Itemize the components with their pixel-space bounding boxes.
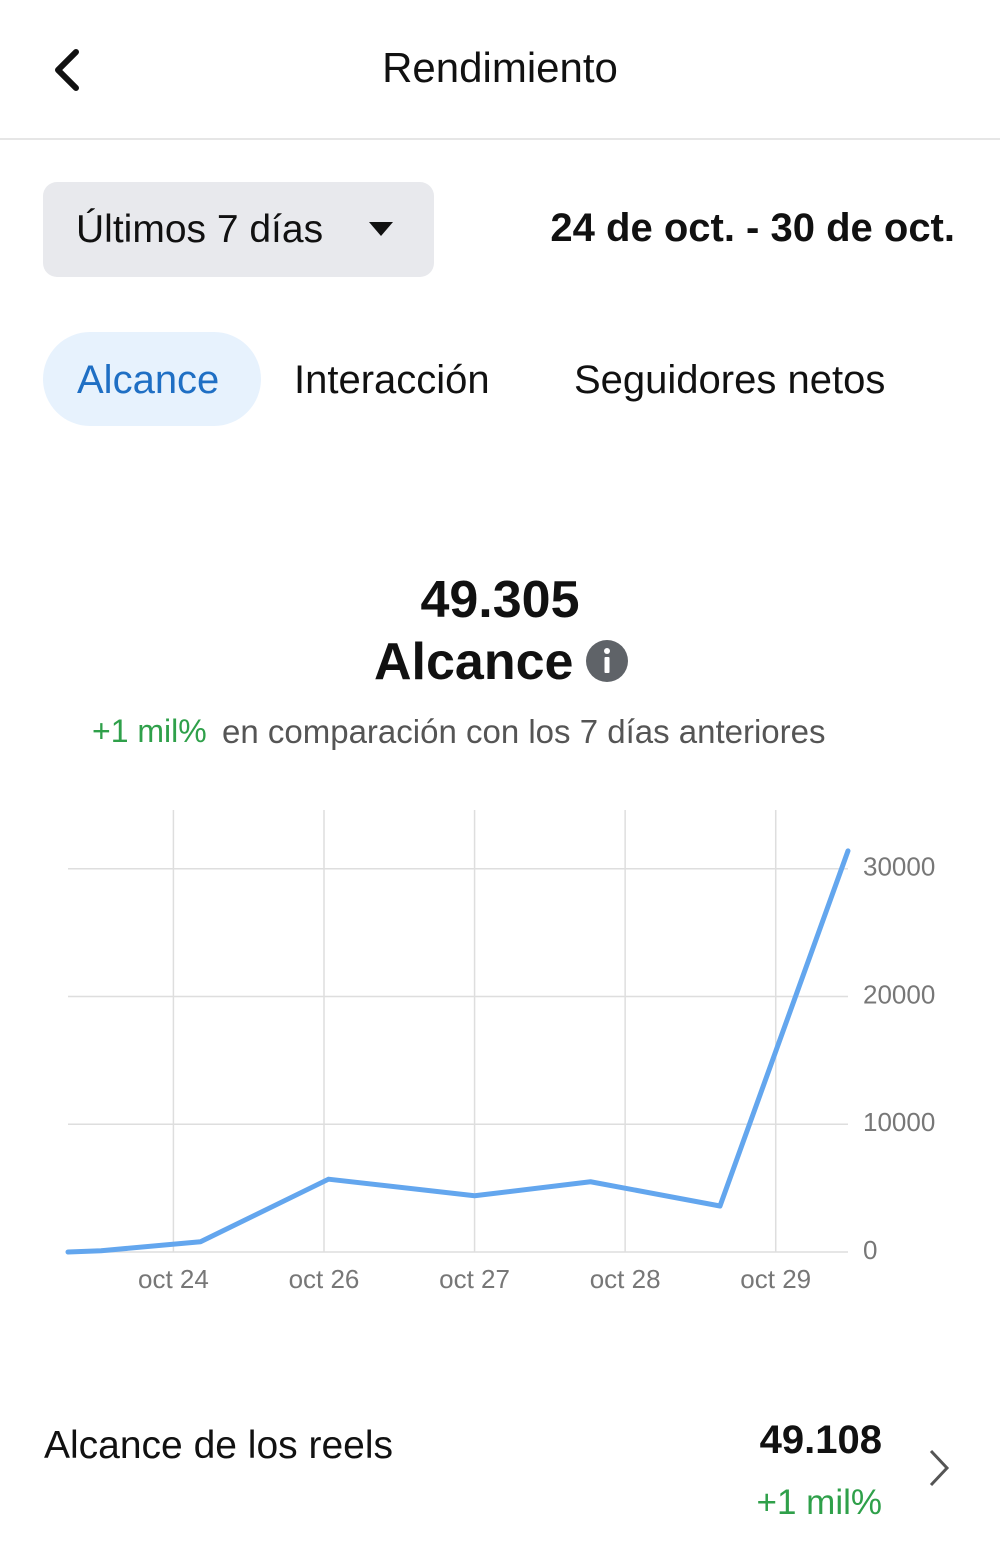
y-tick-label: 10000 [863, 1107, 935, 1137]
header-title: Rendimiento [382, 44, 618, 91]
row-value: 49.108 [759, 1418, 882, 1462]
dropdown-caret [369, 222, 393, 236]
summary-comparison: en comparación con los 7 días anteriores [222, 713, 826, 750]
y-tick-label: 30000 [863, 852, 935, 882]
x-tick-label: oct 26 [289, 1264, 360, 1294]
tab-active[interactable]: Alcance [43, 332, 261, 426]
tab-label: Alcance [77, 358, 220, 402]
back-icon [55, 49, 79, 91]
summary-label: Alcance [374, 633, 574, 691]
period-dropdown[interactable]: Últimos 7 días [43, 182, 434, 277]
period-label: Últimos 7 días [76, 208, 324, 251]
back-button[interactable] [48, 48, 88, 92]
summary-value: 49.305 [420, 571, 580, 629]
data-line [65, 848, 851, 1255]
summary-change: +1 mil% [92, 713, 207, 749]
y-tick-label: 0 [863, 1235, 877, 1265]
x-tick-label: oct 29 [740, 1264, 811, 1294]
header-divider [0, 138, 1000, 140]
tab[interactable]: Seguidores netos [574, 358, 886, 402]
x-tick-label: oct 24 [138, 1264, 209, 1294]
x-tick-label: oct 27 [439, 1264, 510, 1294]
date-range: 24 de oct. - 30 de oct. [550, 206, 955, 250]
row-change: +1 mil% [756, 1483, 882, 1522]
row-label: Alcance de los reels [44, 1424, 394, 1467]
x-tick-label: oct 28 [590, 1264, 661, 1294]
list-row[interactable]: Alcance de los reels 49.108 +1 mil% [0, 1400, 1000, 1540]
info-icon[interactable] [585, 639, 629, 683]
tab[interactable]: Interacción [294, 358, 490, 402]
y-tick-label: 20000 [863, 979, 935, 1009]
chevron-icon [929, 1449, 950, 1487]
